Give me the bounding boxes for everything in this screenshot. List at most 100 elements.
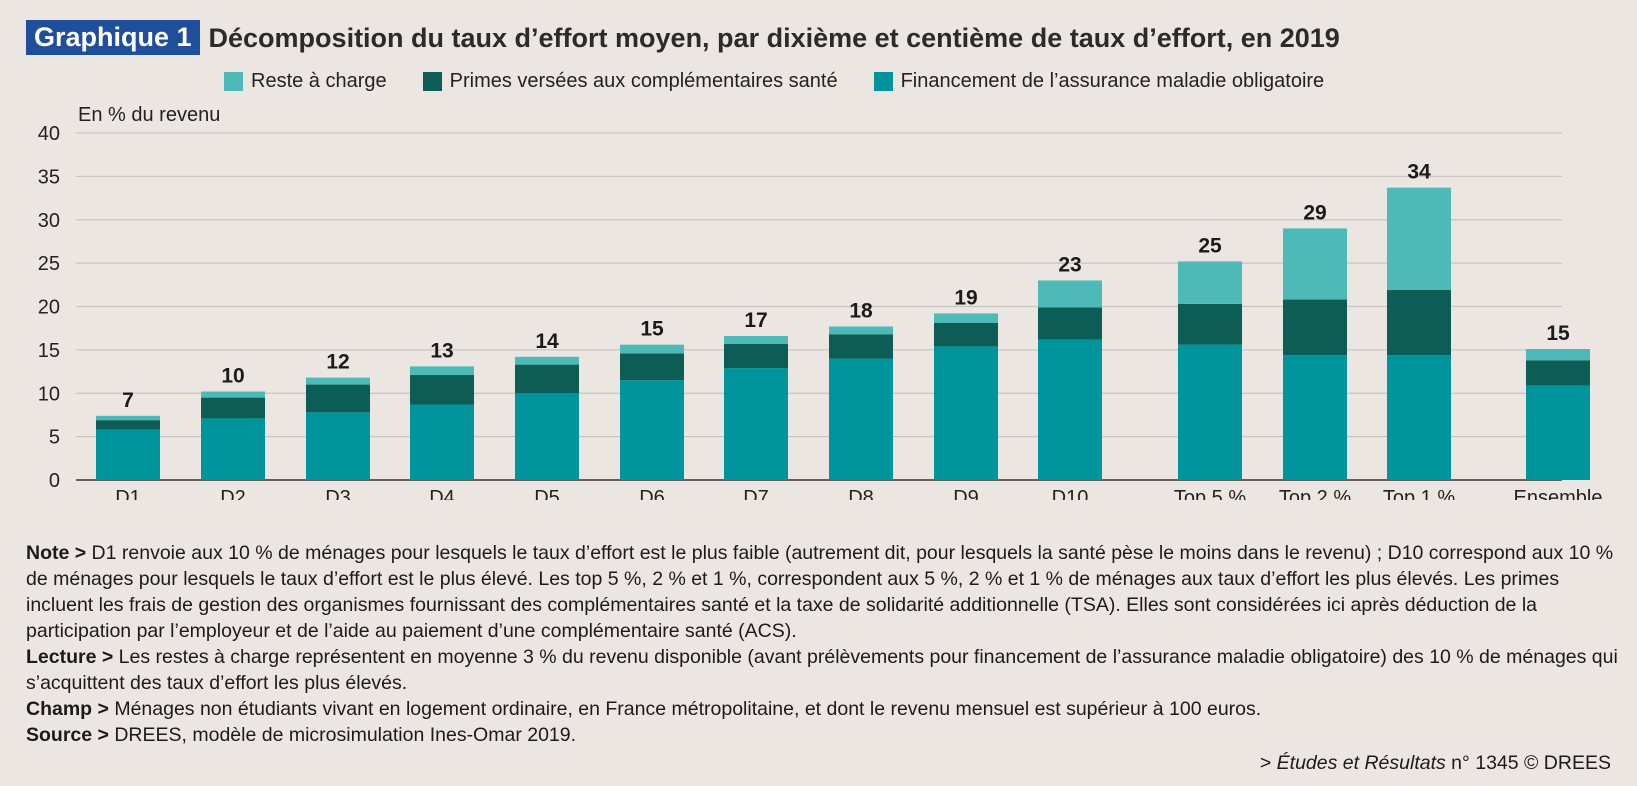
bar-segment <box>1038 280 1102 308</box>
credit-publication: Études et Résultats <box>1276 752 1446 774</box>
x-tick-label: Top 5 % <box>1174 487 1246 500</box>
credit-suffix: n° 1345 © DREES <box>1445 752 1611 774</box>
chart-title-row: Graphique 1 Décomposition du taux d’effo… <box>26 20 1340 55</box>
bar-segment <box>620 380 684 480</box>
bar-segment <box>410 375 474 405</box>
bar-segment <box>1387 187 1451 291</box>
note-label: Note > <box>26 542 87 564</box>
y-tick-label: 25 <box>38 253 60 275</box>
x-tick-label: D2 <box>220 487 246 500</box>
y-tick-label: 5 <box>49 427 60 449</box>
note-paragraph: Note > D1 renvoie aux 10 % de ménages po… <box>26 540 1618 644</box>
y-tick-label: 15 <box>38 340 60 362</box>
bar-segment <box>724 335 788 344</box>
legend-label-reste: Reste à charge <box>251 70 387 92</box>
x-tick-label: D1 <box>115 487 141 500</box>
total-label: 15 <box>1546 322 1570 345</box>
bar-segment <box>934 313 998 323</box>
legend-label-primes: Primes versées aux complémentaires santé <box>449 70 838 92</box>
source-label: Source > <box>26 724 109 746</box>
bar-segment <box>306 384 370 413</box>
legend-swatch-primes <box>422 72 442 91</box>
bar-segment <box>306 412 370 480</box>
y-tick-labels: 0 5 10 15 20 25 30 35 40 <box>38 123 60 492</box>
bar-segment <box>1178 303 1242 345</box>
bar-segment <box>201 418 265 480</box>
bar-segment <box>1526 360 1590 386</box>
x-tick-label: D8 <box>848 487 874 500</box>
champ-text: Ménages non étudiants vivant en logement… <box>108 698 1262 720</box>
x-tick-label: Top 2 % <box>1279 487 1351 500</box>
bar-segment <box>1283 355 1347 480</box>
bar-segment <box>724 368 788 480</box>
legend-item-financement: Financement de l’assurance maladie oblig… <box>873 70 1325 93</box>
legend-swatch-reste <box>224 72 243 91</box>
total-label: 10 <box>221 365 244 388</box>
x-tick-label: D5 <box>534 487 560 500</box>
bar-segment <box>1178 261 1242 304</box>
x-tick-label: D6 <box>639 487 665 500</box>
total-labels: 7 10 12 13 14 15 17 18 19 23 25 29 34 15 <box>122 161 1570 412</box>
legend-item-reste: Reste à charge <box>224 70 387 93</box>
bar-segment <box>724 343 788 369</box>
source-paragraph: Source > DREES, modèle de microsimulatio… <box>26 722 1618 748</box>
chart-title: Décomposition du taux d’effort moyen, pa… <box>208 22 1340 53</box>
bar-segment <box>829 326 893 335</box>
legend-label-financement: Financement de l’assurance maladie oblig… <box>900 70 1325 92</box>
champ-label: Champ > <box>26 698 109 720</box>
champ-paragraph: Champ > Ménages non étudiants vivant en … <box>26 696 1618 722</box>
total-label: 13 <box>430 339 453 362</box>
bar-segment <box>1526 385 1590 480</box>
bar-segment <box>1387 355 1451 480</box>
y-tick-label: 0 <box>49 470 60 492</box>
legend-swatch-financement <box>873 72 893 91</box>
credit-prefix: > <box>1259 752 1277 774</box>
bar-segment <box>515 393 579 480</box>
figure-badge: Graphique 1 <box>26 20 200 55</box>
bar-segment <box>1038 307 1102 340</box>
y-axis-label: En % du revenu <box>78 104 220 126</box>
bar-segment <box>1387 290 1451 356</box>
bar-segment <box>515 356 579 365</box>
total-label: 34 <box>1407 161 1431 184</box>
stacked-bar-chart: En % du revenu 0 5 10 15 20 25 30 35 40 7 10 12 13 1… <box>38 104 1603 500</box>
bar-segment <box>201 391 265 398</box>
x-tick-label: Top 1 % <box>1383 487 1455 500</box>
bar-segment <box>620 344 684 354</box>
x-tick-label: D10 <box>1052 487 1089 500</box>
chart-legend: Reste à charge Primes versées aux complé… <box>224 70 1324 93</box>
y-tick-label: 40 <box>38 123 60 145</box>
bar-segment <box>1526 349 1590 361</box>
x-tick-label: D9 <box>953 487 979 500</box>
total-label: 17 <box>744 309 767 332</box>
total-label: 12 <box>326 351 349 374</box>
bar-segment <box>1178 344 1242 480</box>
lecture-paragraph: Lecture > Les restes à charge représente… <box>26 644 1618 696</box>
bar-segment <box>96 420 160 430</box>
bar-segment <box>410 404 474 480</box>
total-label: 7 <box>122 389 134 412</box>
notes-block: Note > D1 renvoie aux 10 % de ménages po… <box>26 540 1618 748</box>
bar-segment <box>620 353 684 381</box>
bar-segment <box>1283 228 1347 300</box>
y-tick-label: 10 <box>38 383 60 405</box>
total-label: 19 <box>954 286 977 309</box>
total-label: 25 <box>1198 234 1222 257</box>
y-tick-label: 35 <box>38 166 60 188</box>
source-text: DREES, modèle de microsimulation Ines-Om… <box>108 724 577 746</box>
x-tick-label: Ensemble <box>1514 487 1603 500</box>
note-text: D1 renvoie aux 10 % de ménages pour lesq… <box>26 542 1614 642</box>
lecture-text: Les restes à charge représentent en moye… <box>26 646 1618 694</box>
total-label: 29 <box>1303 201 1326 224</box>
bar-segment <box>829 358 893 480</box>
bar-segment <box>934 322 998 347</box>
bar-segment <box>410 366 474 376</box>
bar-segment <box>201 397 265 419</box>
bar-segment <box>306 377 370 385</box>
x-tick-labels: D1 D2 D3 D4 D5 D6 D7 D8 D9 D10 Top 5 % Top 2 % Top 1… <box>115 487 1602 500</box>
total-label: 23 <box>1058 253 1081 276</box>
bar-segment <box>96 429 160 480</box>
bar-segment <box>96 415 160 421</box>
bar-segment <box>1283 299 1347 356</box>
bar-segment <box>515 364 579 394</box>
